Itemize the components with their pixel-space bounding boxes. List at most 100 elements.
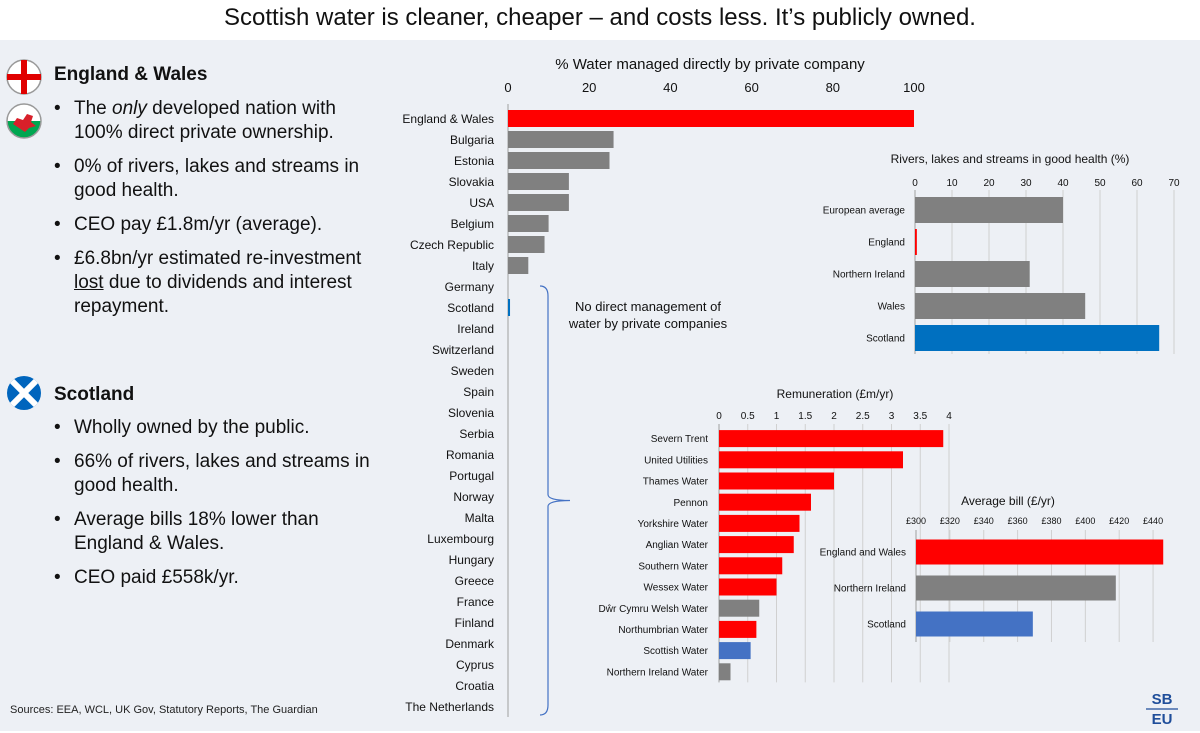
remuneration-tick-label: 2 (831, 411, 837, 422)
remuneration-category-label: Pennon (674, 498, 708, 509)
health-chart: Rivers, lakes and streams in good health… (823, 152, 1180, 354)
health-tick-label: 50 (1094, 178, 1106, 189)
health-tick-label: 70 (1168, 178, 1180, 189)
avg-bill-tick-label: £300 (906, 516, 926, 526)
main-bar (508, 215, 549, 232)
scotland-flag-icon (5, 374, 43, 412)
avg-bill-bar (916, 611, 1033, 637)
main-category-label: Spain (463, 385, 494, 399)
remuneration-category-label: Anglian Water (646, 540, 709, 551)
remuneration-bar (719, 493, 811, 511)
annotation-line: water by private companies (568, 316, 728, 331)
main-category-label: Luxembourg (427, 532, 494, 546)
remuneration-tick-label: 4 (946, 411, 952, 422)
avg-bill-bar (916, 575, 1116, 601)
avg-bill-tick-label: £420 (1109, 516, 1129, 526)
health-bar (915, 197, 1063, 223)
remuneration-bar (719, 599, 760, 617)
main-category-label: Cyprus (456, 658, 494, 672)
main-bar (508, 236, 545, 253)
main-bar (508, 194, 569, 211)
main-category-label: Italy (472, 259, 494, 273)
main-tick-label: 0 (504, 80, 511, 95)
health-bar (915, 325, 1160, 351)
main-category-label: Hungary (449, 553, 494, 567)
main-tick-label: 20 (582, 80, 596, 95)
remuneration-category-label: Severn Trent (651, 434, 708, 445)
main-bar (508, 152, 610, 169)
main-category-label: Czech Republic (410, 238, 494, 252)
main-category-label: Portugal (449, 469, 494, 483)
page-title: Scottish water is cleaner, cheaper – and… (224, 4, 976, 31)
remuneration-tick-label: 2.5 (856, 411, 870, 422)
main-category-label: Croatia (455, 679, 494, 693)
england-wales-heading: England & Wales (54, 64, 208, 85)
remuneration-bar (719, 451, 903, 469)
avg-bill-category-label: Scotland (867, 620, 906, 631)
main-category-label: Romania (446, 448, 494, 462)
list-item: Wholly owned by the public. (54, 416, 384, 440)
main-category-label: Sweden (451, 364, 494, 378)
health-bar (915, 293, 1086, 319)
list-item: The only developed nation with 100% dire… (54, 97, 384, 145)
main-tick-label: 40 (663, 80, 677, 95)
main-category-label: Switzerland (432, 343, 494, 357)
avg-bill-tick-label: £380 (1041, 516, 1061, 526)
main-bar (508, 110, 914, 127)
remuneration-bar (719, 642, 751, 660)
avg-bill-chart-title: Average bill (£/yr) (961, 494, 1055, 508)
avg-bill-category-label: Northern Ireland (834, 584, 906, 595)
main-category-label: Bulgaria (450, 133, 494, 147)
remuneration-bar (719, 472, 834, 490)
england-flag-icon (5, 58, 43, 96)
scotland-heading: Scotland (54, 384, 135, 405)
main-chart: % Water managed directly by private comp… (402, 56, 925, 717)
remuneration-chart-title: Remuneration (£m/yr) (777, 387, 894, 401)
main-category-label: Estonia (454, 154, 494, 168)
main-category-label: England & Wales (402, 112, 494, 126)
remuneration-category-label: United Utilities (644, 455, 708, 466)
main-category-label: Norway (453, 490, 494, 504)
main-category-label: France (457, 595, 495, 609)
avg-bill-tick-label: £340 (974, 516, 994, 526)
main-category-label: Slovenia (448, 406, 494, 420)
list-item: CEO pay £1.8m/yr (average). (54, 213, 384, 237)
remuneration-category-label: Southern Water (638, 561, 708, 572)
scotland-bullets: Wholly owned by the public. 66% of river… (54, 416, 384, 600)
health-category-label: European average (823, 206, 906, 217)
sources-note: Sources: EEA, WCL, UK Gov, Statutory Rep… (10, 704, 318, 716)
remuneration-tick-label: 1.5 (798, 411, 812, 422)
main-category-label: Denmark (445, 637, 495, 651)
health-category-label: Northern Ireland (833, 270, 905, 281)
health-bar (915, 229, 917, 255)
main-category-label: USA (469, 196, 494, 210)
health-category-label: Scotland (866, 334, 905, 345)
sbeu-logo: SB EU (1142, 688, 1182, 728)
avg-bill-category-label: England and Wales (820, 548, 906, 559)
remuneration-tick-label: 3 (889, 411, 895, 422)
remuneration-category-label: Northumbrian Water (618, 625, 708, 636)
bracket (539, 285, 571, 716)
avg-bill-tick-label: £440 (1143, 516, 1163, 526)
health-tick-label: 0 (912, 178, 918, 189)
main-category-label: Finland (455, 616, 494, 630)
list-item: 66% of rivers, lakes and streams in good… (54, 450, 384, 498)
health-bar (915, 261, 1030, 287)
main-category-label: Slovakia (449, 175, 495, 189)
remuneration-tick-label: 0.5 (741, 411, 755, 422)
health-category-label: England (868, 238, 905, 249)
remuneration-bar (719, 430, 944, 448)
remuneration-bar (719, 557, 783, 575)
main-category-label: Germany (445, 280, 494, 294)
avg-bill-tick-label: £360 (1008, 516, 1028, 526)
main-tick-label: 100 (903, 80, 925, 95)
remuneration-tick-label: 3.5 (913, 411, 927, 422)
health-tick-label: 20 (983, 178, 995, 189)
main-bar (508, 257, 529, 274)
remuneration-tick-label: 1 (774, 411, 780, 422)
main-category-label: Greece (455, 574, 495, 588)
list-item: 0% of rivers, lakes and streams in good … (54, 155, 384, 203)
england-wales-bullets: The only developed nation with 100% dire… (54, 97, 384, 329)
logo-line1: SB (1152, 691, 1173, 708)
